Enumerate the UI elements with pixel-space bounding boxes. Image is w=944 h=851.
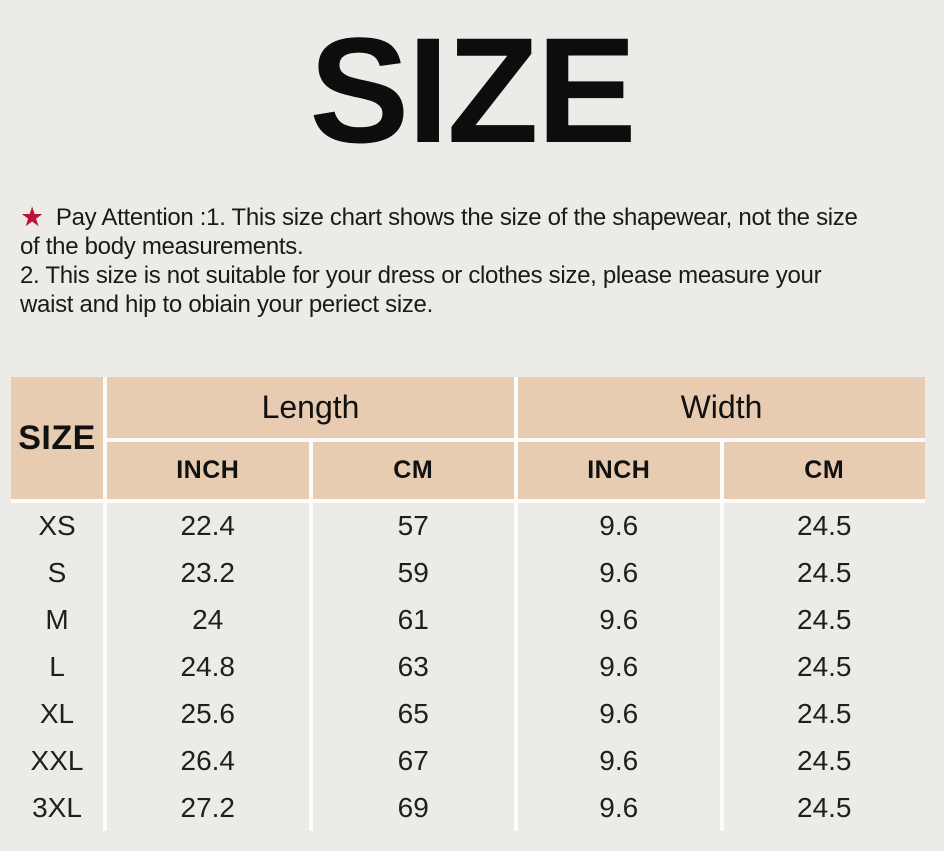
sub-header-length-inch: INCH (107, 442, 309, 499)
size-row-label: M (11, 596, 103, 644)
sub-header-width-cm: CM (723, 442, 925, 499)
measurement-cell: 9.6 (518, 596, 720, 644)
size-table-header: SIZE Length Width INCH CM INCH CM (11, 377, 925, 499)
measurement-cell: 24.8 (107, 643, 309, 691)
size-row-label: 3XL (11, 784, 103, 832)
measurement-cell: 9.6 (518, 737, 720, 785)
measurement-cell: 24.5 (723, 549, 925, 597)
measurement-cell: 9.6 (518, 690, 720, 738)
measurement-cell: 24.5 (723, 503, 925, 550)
measurement-cell: 59 (312, 549, 514, 597)
measurement-cell: 24.5 (723, 596, 925, 644)
size-table: SIZE Length Width INCH CM INCH CM XS 22.… (11, 377, 925, 832)
page-title: SIZE (309, 6, 636, 174)
star-icon: ★ (20, 202, 44, 232)
sub-header-length-cm: CM (312, 442, 514, 499)
measurement-cell: 61 (312, 596, 514, 644)
note-line-1: ★ Pay Attention :1. This size chart show… (20, 202, 944, 232)
measurement-cell: 57 (312, 503, 514, 550)
measurement-cell: 25.6 (107, 690, 309, 738)
size-row-label: XL (11, 690, 103, 738)
measurement-cell: 65 (312, 690, 514, 738)
measurement-cell: 9.6 (518, 549, 720, 597)
measurement-cell: 9.6 (518, 503, 720, 550)
measurement-cell: 9.6 (518, 784, 720, 832)
measurement-cell: 24.5 (723, 643, 925, 691)
measurement-cell: 63 (312, 643, 514, 691)
group-header-width: Width (518, 377, 925, 438)
corner-header-size: SIZE (11, 377, 103, 499)
attention-note: ★ Pay Attention :1. This size chart show… (20, 202, 944, 319)
note-line-4: waist and hip to obiain your periect siz… (20, 291, 433, 318)
size-row-label: L (11, 643, 103, 691)
measurement-cell: 24.5 (723, 784, 925, 832)
measurement-cell: 22.4 (107, 503, 309, 550)
note-line-2: of the body measurements. (20, 233, 304, 260)
measurement-cell: 23.2 (107, 549, 309, 597)
measurement-cell: 67 (312, 737, 514, 785)
measurement-cell: 24.5 (723, 737, 925, 785)
size-row-label: S (11, 549, 103, 597)
size-row-label: XS (11, 503, 103, 550)
measurement-cell: 27.2 (107, 784, 309, 832)
measurement-cell: 24 (107, 596, 309, 644)
measurement-cell: 24.5 (723, 690, 925, 738)
measurement-cell: 9.6 (518, 643, 720, 691)
size-table-body: XS 22.4 57 9.6 24.5 S 23.2 59 9.6 24.5 M… (11, 503, 925, 832)
size-chart-page: SIZE ★ Pay Attention :1. This size chart… (0, 14, 944, 851)
group-header-length: Length (107, 377, 514, 438)
sub-header-width-inch: INCH (518, 442, 720, 499)
measurement-cell: 26.4 (107, 737, 309, 785)
note-line-1-text: Pay Attention :1. This size chart shows … (55, 204, 858, 231)
note-line-3: 2. This size is not suitable for your dr… (20, 262, 822, 289)
measurement-cell: 69 (312, 784, 514, 832)
size-row-label: XXL (11, 737, 103, 785)
